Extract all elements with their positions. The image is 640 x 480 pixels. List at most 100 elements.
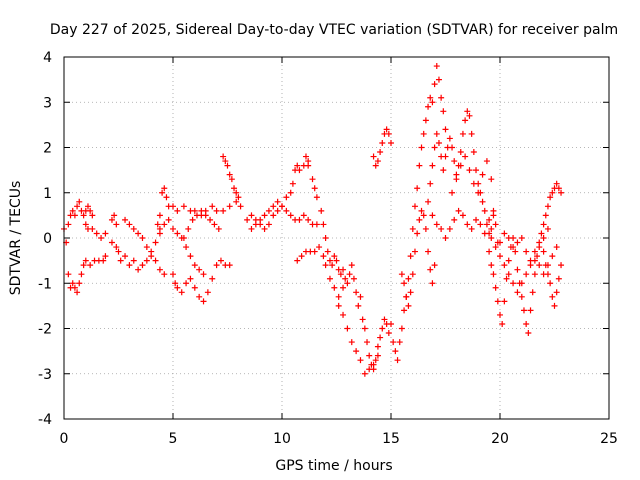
data-point: [257, 216, 264, 223]
series-arc-i: [220, 153, 242, 201]
data-point: [505, 271, 512, 278]
data-point: [494, 298, 501, 305]
data-point: [170, 203, 176, 210]
data-point: [510, 244, 517, 251]
data-point: [316, 244, 323, 251]
data-point: [497, 239, 503, 246]
data-point: [235, 194, 242, 201]
data-point: [440, 108, 447, 115]
data-point: [551, 302, 558, 309]
data-point: [207, 216, 214, 223]
data-point: [451, 216, 458, 223]
data-point: [226, 171, 233, 178]
data-point: [283, 194, 290, 201]
data-point: [392, 348, 399, 355]
data-point: [305, 216, 312, 223]
data-point: [457, 162, 464, 169]
data-point: [433, 221, 440, 228]
data-point: [486, 248, 493, 255]
data-point: [191, 207, 198, 214]
data-point: [213, 262, 220, 269]
data-point: [344, 325, 351, 332]
data-point: [108, 239, 115, 246]
data-point: [324, 248, 331, 255]
data-point: [69, 280, 76, 287]
data-point: [353, 348, 360, 355]
data-point: [512, 248, 519, 255]
data-point: [372, 357, 379, 364]
data-point: [202, 212, 209, 219]
data-point: [135, 230, 142, 237]
data-point: [154, 221, 161, 228]
data-point: [80, 212, 87, 219]
data-point: [89, 225, 96, 232]
data-point: [357, 293, 364, 300]
data-point: [544, 203, 551, 210]
data-point: [222, 158, 229, 165]
grid-lines: [64, 57, 609, 419]
data-point: [76, 198, 83, 205]
data-point: [152, 257, 159, 264]
data-point: [65, 271, 72, 278]
data-point: [65, 221, 72, 228]
data-point: [274, 198, 281, 205]
data-point: [82, 221, 89, 228]
data-point: [69, 207, 76, 214]
data-point: [320, 253, 327, 260]
data-point: [479, 171, 486, 178]
data-point: [348, 262, 355, 269]
data-point: [270, 212, 277, 219]
data-point: [311, 248, 318, 255]
data-point: [479, 198, 486, 205]
series-arc-s: [449, 153, 495, 196]
data-point: [497, 311, 503, 318]
data-point: [71, 284, 78, 291]
data-point: [283, 207, 290, 214]
data-point: [529, 289, 536, 296]
data-point: [422, 225, 429, 232]
data-point: [159, 189, 166, 196]
data-point: [346, 271, 353, 278]
data-point: [143, 257, 150, 264]
data-point: [224, 162, 231, 169]
data-point: [538, 230, 545, 237]
data-point: [78, 271, 85, 278]
data-point: [403, 293, 410, 300]
series-arc-u: [488, 235, 560, 296]
data-point: [527, 307, 534, 314]
data-point: [398, 325, 405, 332]
data-point: [353, 289, 360, 296]
data-point: [130, 257, 137, 264]
data-point: [180, 203, 187, 210]
data-point: [174, 230, 181, 237]
data-point: [366, 352, 373, 359]
data-point: [377, 334, 384, 341]
data-point: [122, 253, 129, 260]
series-arc-h: [180, 207, 222, 241]
data-point: [320, 221, 327, 228]
series-arc-v: [497, 225, 551, 264]
data-point: [470, 180, 477, 187]
data-point: [115, 248, 122, 255]
data-point: [183, 244, 190, 251]
data-point: [161, 271, 168, 278]
data-point: [536, 244, 543, 251]
chart-title: Day 227 of 2025, Sidereal Day-to-day VTE…: [50, 22, 618, 38]
data-point: [298, 253, 305, 260]
data-point: [326, 275, 333, 282]
data-point: [497, 253, 503, 260]
data-point: [220, 153, 227, 160]
data-point: [379, 139, 386, 146]
data-point: [525, 330, 532, 337]
data-point: [435, 76, 442, 83]
data-point: [501, 230, 508, 237]
data-point: [340, 284, 347, 291]
data-point: [237, 203, 244, 210]
data-point: [427, 266, 434, 273]
data-point: [468, 225, 475, 232]
data-point: [374, 352, 381, 359]
data-point: [126, 221, 133, 228]
data-point: [464, 108, 471, 115]
series-arc-a: [61, 225, 109, 296]
data-point: [252, 221, 259, 228]
